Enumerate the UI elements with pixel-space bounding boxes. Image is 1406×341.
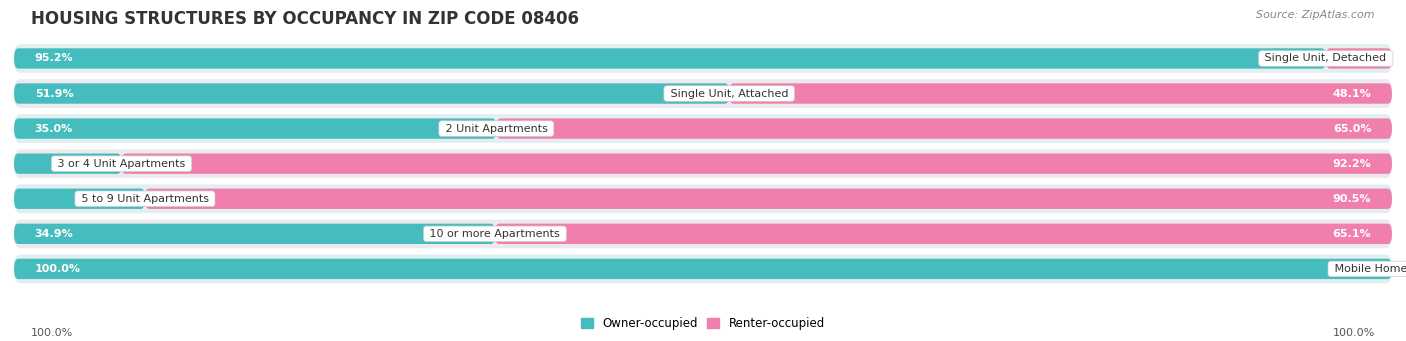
Text: 7.8%: 7.8% (79, 159, 108, 169)
FancyBboxPatch shape (14, 220, 1392, 248)
Text: 48.1%: 48.1% (1333, 89, 1371, 99)
Text: 65.1%: 65.1% (1333, 229, 1371, 239)
FancyBboxPatch shape (121, 153, 1392, 174)
Text: 100.0%: 100.0% (31, 328, 73, 338)
Text: 2 Unit Apartments: 2 Unit Apartments (441, 123, 551, 134)
FancyBboxPatch shape (14, 254, 1392, 283)
FancyBboxPatch shape (145, 189, 1392, 209)
FancyBboxPatch shape (14, 149, 1392, 178)
Text: 51.9%: 51.9% (35, 89, 73, 99)
FancyBboxPatch shape (14, 118, 496, 139)
Text: 90.5%: 90.5% (1333, 194, 1371, 204)
Text: Single Unit, Attached: Single Unit, Attached (666, 89, 792, 99)
FancyBboxPatch shape (14, 153, 121, 174)
FancyBboxPatch shape (14, 184, 1392, 213)
Text: 100.0%: 100.0% (35, 264, 80, 274)
FancyBboxPatch shape (14, 224, 495, 244)
Text: 34.9%: 34.9% (35, 229, 73, 239)
FancyBboxPatch shape (730, 83, 1392, 104)
FancyBboxPatch shape (14, 48, 1326, 69)
FancyBboxPatch shape (14, 44, 1392, 73)
FancyBboxPatch shape (496, 118, 1392, 139)
FancyBboxPatch shape (14, 189, 145, 209)
FancyBboxPatch shape (14, 79, 1392, 108)
Text: Mobile Home / Other: Mobile Home / Other (1330, 264, 1406, 274)
Text: 95.2%: 95.2% (35, 54, 73, 63)
Text: 35.0%: 35.0% (35, 123, 73, 134)
FancyBboxPatch shape (14, 114, 1392, 143)
FancyBboxPatch shape (14, 83, 730, 104)
Text: Single Unit, Detached: Single Unit, Detached (1261, 54, 1391, 63)
FancyBboxPatch shape (1326, 48, 1392, 69)
Legend: Owner-occupied, Renter-occupied: Owner-occupied, Renter-occupied (576, 312, 830, 335)
Text: 65.0%: 65.0% (1333, 123, 1371, 134)
Text: 5 to 9 Unit Apartments: 5 to 9 Unit Apartments (77, 194, 212, 204)
Text: 100.0%: 100.0% (1333, 328, 1375, 338)
Text: 3 or 4 Unit Apartments: 3 or 4 Unit Apartments (55, 159, 188, 169)
Text: Source: ZipAtlas.com: Source: ZipAtlas.com (1257, 10, 1375, 20)
Text: 10 or more Apartments: 10 or more Apartments (426, 229, 564, 239)
Text: 92.2%: 92.2% (1333, 159, 1371, 169)
FancyBboxPatch shape (495, 224, 1392, 244)
Text: HOUSING STRUCTURES BY OCCUPANCY IN ZIP CODE 08406: HOUSING STRUCTURES BY OCCUPANCY IN ZIP C… (31, 10, 579, 28)
FancyBboxPatch shape (14, 259, 1392, 279)
Text: 9.5%: 9.5% (103, 194, 131, 204)
